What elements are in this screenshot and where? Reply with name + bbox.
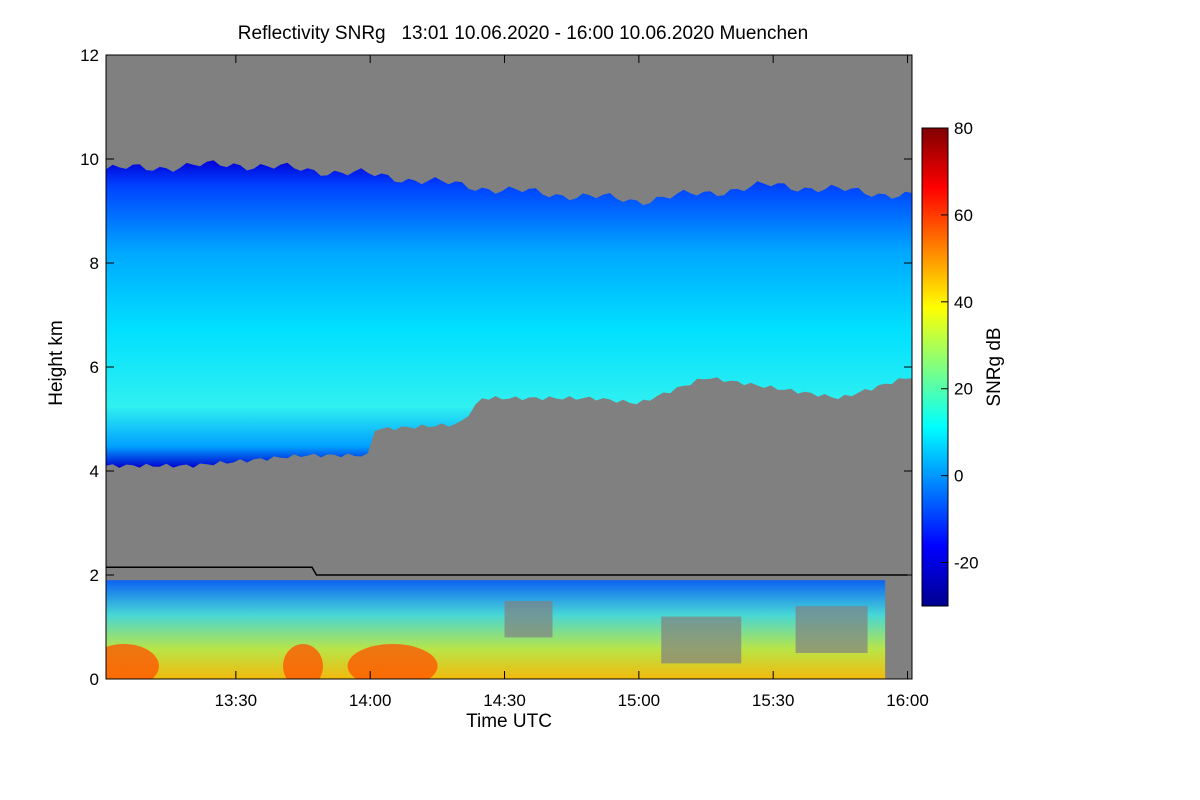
- y-axis-label: Height km: [46, 320, 67, 406]
- echo-gap: [504, 601, 553, 638]
- y-tick-label: 2: [90, 566, 99, 585]
- strong-echo-spot: [106, 644, 159, 679]
- x-tick-label: 15:30: [752, 691, 795, 710]
- colorbar-tick-label: 40: [954, 293, 973, 312]
- echo-gap: [795, 606, 868, 653]
- lower-echo-band: [106, 580, 886, 679]
- colorbar-tick-label: 60: [954, 206, 973, 225]
- chart-title: Reflectivity SNRg 13:01 10.06.2020 - 16:…: [238, 23, 808, 44]
- colorbar-tick-label: -20: [954, 554, 979, 573]
- colorbar-ticks: -20 0 20 40 60 80: [941, 119, 979, 573]
- x-axis-ticks: 13:30 14:00 14:30 15:00 15:30 16:00: [215, 55, 929, 710]
- lower-echo-layer: [106, 580, 886, 679]
- x-tick-label: 14:00: [349, 691, 392, 710]
- x-tick-label: 16:00: [886, 691, 929, 710]
- colorbar-tick-label: 0: [954, 467, 963, 486]
- y-tick-label: 6: [90, 358, 99, 377]
- strong-echo-spot: [283, 644, 324, 679]
- colorbar: [921, 127, 949, 607]
- y-tick-label: 10: [80, 150, 99, 169]
- x-tick-label: 15:00: [618, 691, 661, 710]
- y-tick-label: 0: [90, 670, 99, 689]
- y-tick-label: 12: [80, 46, 99, 65]
- x-axis-label: Time UTC: [466, 711, 552, 732]
- x-tick-label: 13:30: [215, 691, 258, 710]
- y-tick-label: 8: [90, 254, 99, 273]
- y-tick-label: 4: [90, 462, 99, 481]
- colorbar-tick-label: 80: [954, 119, 973, 138]
- x-tick-label: 14:30: [483, 691, 526, 710]
- echo-gap: [661, 616, 742, 664]
- y-axis-ticks: 0 2 4 6 8 10 12: [80, 46, 912, 689]
- plot-area: [106, 55, 912, 679]
- colorbar-tick-label: 20: [954, 380, 973, 399]
- strong-echo-spot: [347, 644, 438, 679]
- colorbar-label: SNRg dB: [984, 327, 1005, 406]
- upper-cloud-layer: [106, 160, 912, 468]
- boundary-layer-line: [106, 566, 908, 576]
